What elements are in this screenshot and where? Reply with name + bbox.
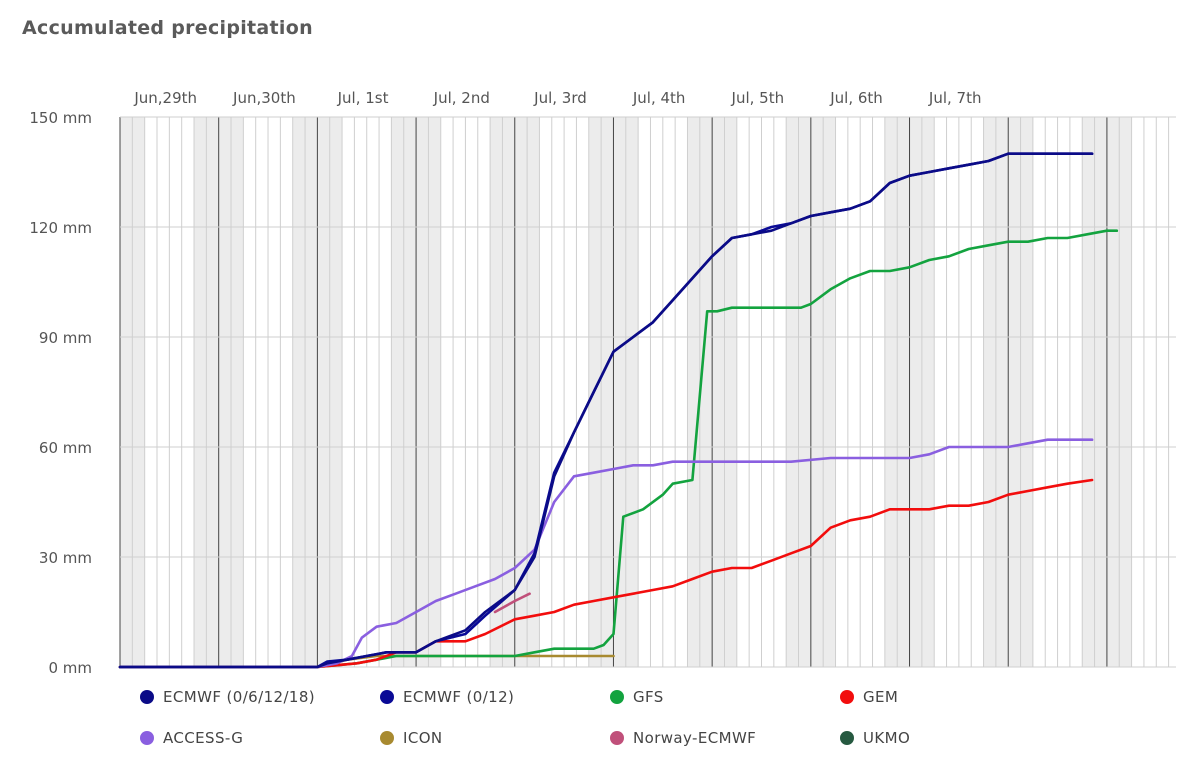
series-line-gfs (118, 229, 1119, 669)
legend-label: ECMWF (0/12) (403, 688, 515, 706)
legend-item[interactable]: GFS (610, 688, 664, 706)
x-day-label: Jul, 5th (731, 89, 785, 107)
x-day-label: Jul, 7th (928, 89, 982, 107)
legend-item[interactable]: ECMWF (0/12) (380, 688, 514, 706)
legend-item[interactable]: ECMWF (0/6/12/18) (140, 688, 315, 706)
legend-label: GEM (863, 688, 899, 706)
x-day-label: Jun,29th (133, 89, 197, 107)
series-line-norway-ecmwf (493, 592, 531, 614)
legend-dot-icon (380, 731, 394, 745)
series-line-ecmwf-0-6-12-18- (118, 152, 1094, 669)
y-tick-label: 0 mm (48, 659, 92, 677)
x-day-label: Jul, 2nd (433, 89, 490, 107)
y-tick-label: 90 mm (39, 329, 92, 347)
legend-item[interactable]: GEM (840, 688, 898, 706)
legend-label: UKMO (863, 729, 911, 747)
legend-label: ACCESS-G (163, 729, 244, 747)
legend-label: Norway-ECMWF (633, 729, 757, 747)
x-day-label: Jun,30th (232, 89, 296, 107)
legend-item[interactable]: Norway-ECMWF (610, 729, 756, 747)
legend-dot-icon (610, 731, 624, 745)
legend-label: ECMWF (0/6/12/18) (163, 688, 316, 706)
legend-dot-icon (840, 731, 854, 745)
y-tick-label: 30 mm (39, 549, 92, 567)
legend-item[interactable]: UKMO (840, 729, 910, 747)
legend-item[interactable]: ACCESS-G (140, 729, 243, 747)
x-day-label: Jul, 4th (632, 89, 686, 107)
y-tick-label: 150 mm (29, 109, 92, 127)
x-day-label: Jul, 3rd (533, 89, 587, 107)
x-day-label: Jul, 6th (829, 89, 883, 107)
legend-label: GFS (633, 688, 664, 706)
legend-dot-icon (610, 690, 624, 704)
y-tick-label: 120 mm (29, 219, 92, 237)
legend-dot-icon (380, 690, 394, 704)
legend-item[interactable]: ICON (380, 729, 443, 747)
legend-dot-icon (840, 690, 854, 704)
x-day-label: Jul, 1st (337, 89, 389, 107)
legend-dot-icon (140, 731, 154, 745)
y-tick-label: 60 mm (39, 439, 92, 457)
series-line-access-g (118, 438, 1094, 669)
legend-label: ICON (403, 729, 443, 747)
chart-title: Accumulated precipitation (22, 17, 313, 39)
legend-dot-icon (140, 690, 154, 704)
